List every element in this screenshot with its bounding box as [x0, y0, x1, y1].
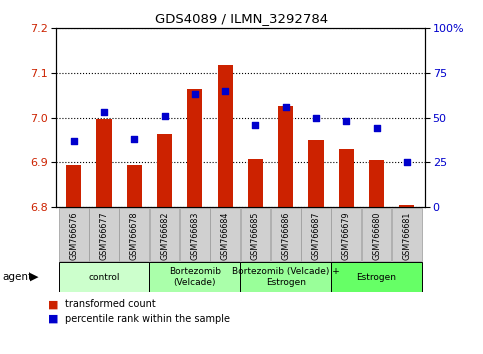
Text: GSM766676: GSM766676 [69, 211, 78, 260]
Text: ■: ■ [48, 299, 59, 309]
Text: agent: agent [2, 272, 32, 282]
Bar [217, 65, 233, 207]
Bar [97, 119, 112, 207]
Point [373, 126, 381, 131]
Point [161, 113, 169, 119]
Bar [187, 88, 202, 207]
Point [282, 104, 290, 110]
Text: GSM766685: GSM766685 [251, 211, 260, 260]
Bar [369, 160, 384, 207]
Text: GSM766678: GSM766678 [130, 211, 139, 260]
Text: GSM766680: GSM766680 [372, 211, 381, 260]
Text: ▶: ▶ [30, 272, 39, 282]
Bar [309, 140, 324, 207]
Bar [248, 159, 263, 207]
Bar [271, 208, 300, 261]
Text: control: control [88, 273, 120, 281]
Bar [339, 149, 354, 207]
Text: GSM766687: GSM766687 [312, 211, 321, 260]
Text: GSM766686: GSM766686 [281, 211, 290, 260]
Bar [331, 208, 361, 261]
Point [130, 136, 138, 142]
Text: transformed count: transformed count [65, 299, 156, 309]
Bar [241, 262, 331, 292]
Bar [66, 165, 81, 207]
Bar [399, 205, 414, 207]
Bar [210, 208, 240, 261]
Text: GSM766679: GSM766679 [342, 211, 351, 260]
Bar [89, 208, 119, 261]
Bar [362, 208, 391, 261]
Bar [157, 134, 172, 207]
Bar [278, 105, 293, 207]
Text: Bortezomib (Velcade) +
Estrogen: Bortezomib (Velcade) + Estrogen [232, 267, 340, 287]
Point [342, 119, 350, 124]
Text: GDS4089 / ILMN_3292784: GDS4089 / ILMN_3292784 [155, 12, 328, 25]
Point [191, 92, 199, 97]
Bar [392, 208, 422, 261]
Bar [180, 208, 210, 261]
Bar [331, 262, 422, 292]
Bar [59, 208, 88, 261]
Bar [241, 208, 270, 261]
Text: GSM766684: GSM766684 [221, 211, 229, 260]
Text: GSM766683: GSM766683 [190, 211, 199, 260]
Text: GSM766681: GSM766681 [402, 211, 412, 260]
Point [221, 88, 229, 94]
Bar [119, 208, 149, 261]
Text: GSM766682: GSM766682 [160, 211, 169, 260]
Point [70, 138, 78, 144]
Point [100, 109, 108, 115]
Point [312, 115, 320, 120]
Text: percentile rank within the sample: percentile rank within the sample [65, 314, 230, 324]
Bar [58, 262, 149, 292]
Bar [149, 262, 241, 292]
Text: Estrogen: Estrogen [356, 273, 397, 281]
Point [252, 122, 259, 128]
Point [403, 160, 411, 165]
Bar [150, 208, 179, 261]
Text: Bortezomib
(Velcade): Bortezomib (Velcade) [169, 267, 221, 287]
Text: ■: ■ [48, 314, 59, 324]
Bar [127, 165, 142, 207]
Bar [301, 208, 331, 261]
Text: GSM766677: GSM766677 [99, 211, 109, 260]
